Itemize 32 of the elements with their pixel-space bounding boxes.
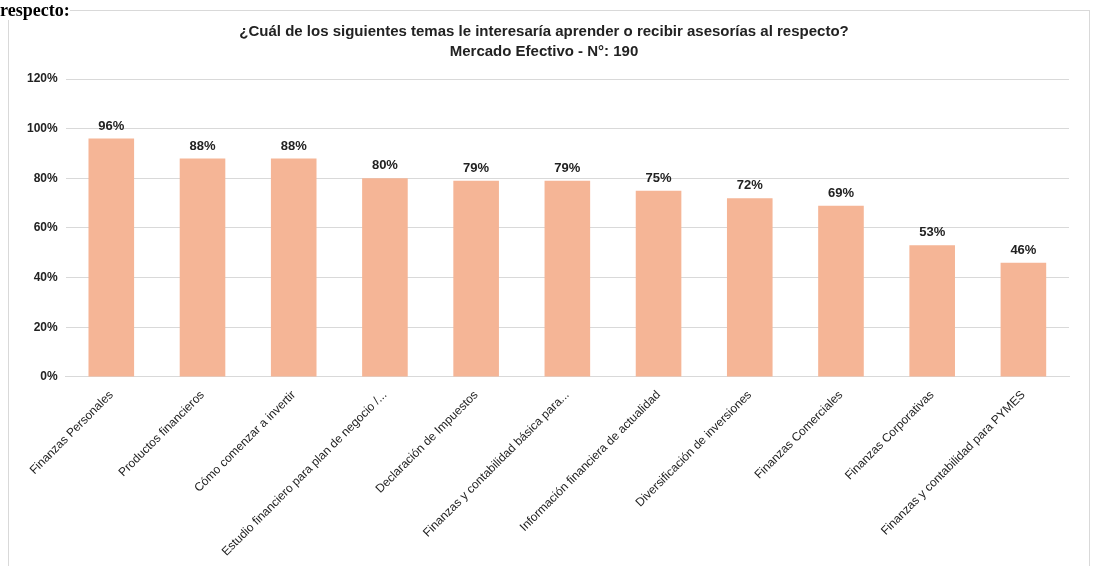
data-label: 96% — [98, 117, 125, 133]
bar — [179, 158, 226, 377]
bar — [362, 178, 408, 377]
data-label: 88% — [189, 137, 216, 153]
bar — [726, 198, 773, 377]
bar — [544, 180, 591, 377]
y-tick-label: 0% — [40, 369, 59, 384]
text: respecto: — [0, 0, 70, 20]
data-label: 88% — [280, 137, 308, 153]
data-label: 79% — [463, 159, 490, 175]
y-tick-label: 40% — [33, 269, 59, 284]
y-tick-label: 80% — [33, 170, 59, 185]
bar — [909, 245, 955, 377]
bar — [818, 205, 864, 377]
bar — [1000, 262, 1047, 377]
data-label: 69% — [827, 184, 855, 200]
data-label: 80% — [371, 157, 399, 173]
data-label: 72% — [736, 177, 764, 193]
chart-subtitle: Mercado Efectivo - N°: 190 — [449, 42, 639, 60]
bar — [270, 158, 317, 377]
data-label: 53% — [919, 224, 946, 240]
bar — [453, 180, 499, 377]
y-tick-label: 20% — [33, 319, 59, 334]
y-tick-label: 60% — [33, 220, 59, 235]
y-tick-label: 100% — [26, 120, 59, 135]
data-label: 46% — [1010, 241, 1037, 257]
data-label: 79% — [554, 159, 581, 175]
chart-title: ¿Cuál de los siguientes temas le interesaría aprender o recibir asesorías al respecto? — [239, 22, 849, 40]
data-label: 75% — [645, 169, 672, 185]
bar — [88, 138, 135, 377]
bar — [635, 190, 682, 377]
y-tick-label: 120% — [26, 71, 59, 86]
